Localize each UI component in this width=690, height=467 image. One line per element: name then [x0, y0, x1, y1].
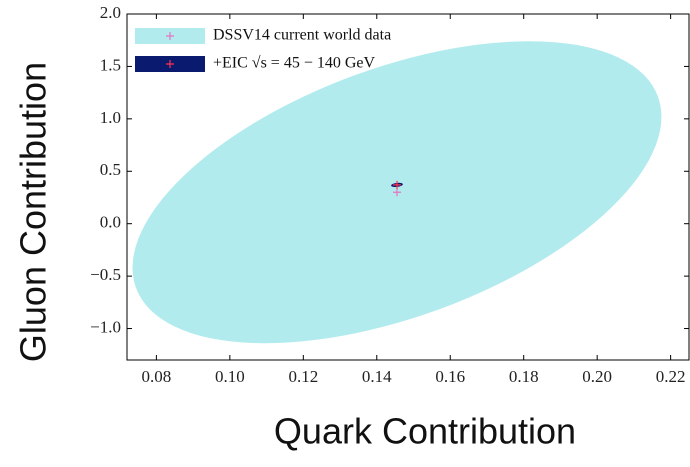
- plot-frame: [126, 13, 690, 361]
- y-axis-label: Gluon Contribution: [13, 62, 54, 362]
- y-tick-label: 0.5: [100, 160, 121, 179]
- x-tick-label: 0.12: [288, 367, 318, 386]
- y-tick-label: −1.0: [90, 317, 121, 336]
- x-tick-label: 0.08: [142, 367, 172, 386]
- center-marker: [392, 188, 401, 197]
- legend-label: +EIC √s = 45 − 140 GeV: [213, 55, 376, 72]
- legend-marker: [166, 60, 174, 68]
- x-axis-label: Quark Contribution: [274, 411, 576, 452]
- y-tick-label: 1.5: [100, 55, 121, 74]
- x-tick-label: 0.16: [435, 367, 465, 386]
- x-tick-label: 0.10: [215, 367, 245, 386]
- y-tick-label: −0.5: [90, 265, 121, 284]
- x-tick-label: 0.14: [362, 367, 392, 386]
- legend-label: DSSV14 current world data: [213, 27, 391, 44]
- x-tick-label: 0.20: [582, 367, 612, 386]
- y-tick-label: 2.0: [100, 3, 121, 22]
- center-marker: [392, 180, 401, 189]
- y-tick-label: 1.0: [100, 108, 121, 127]
- y-tick-label: 0.0: [100, 213, 121, 232]
- legend-marker: [166, 32, 174, 40]
- x-tick-label: 0.22: [656, 367, 686, 386]
- x-tick-label: 0.18: [509, 367, 539, 386]
